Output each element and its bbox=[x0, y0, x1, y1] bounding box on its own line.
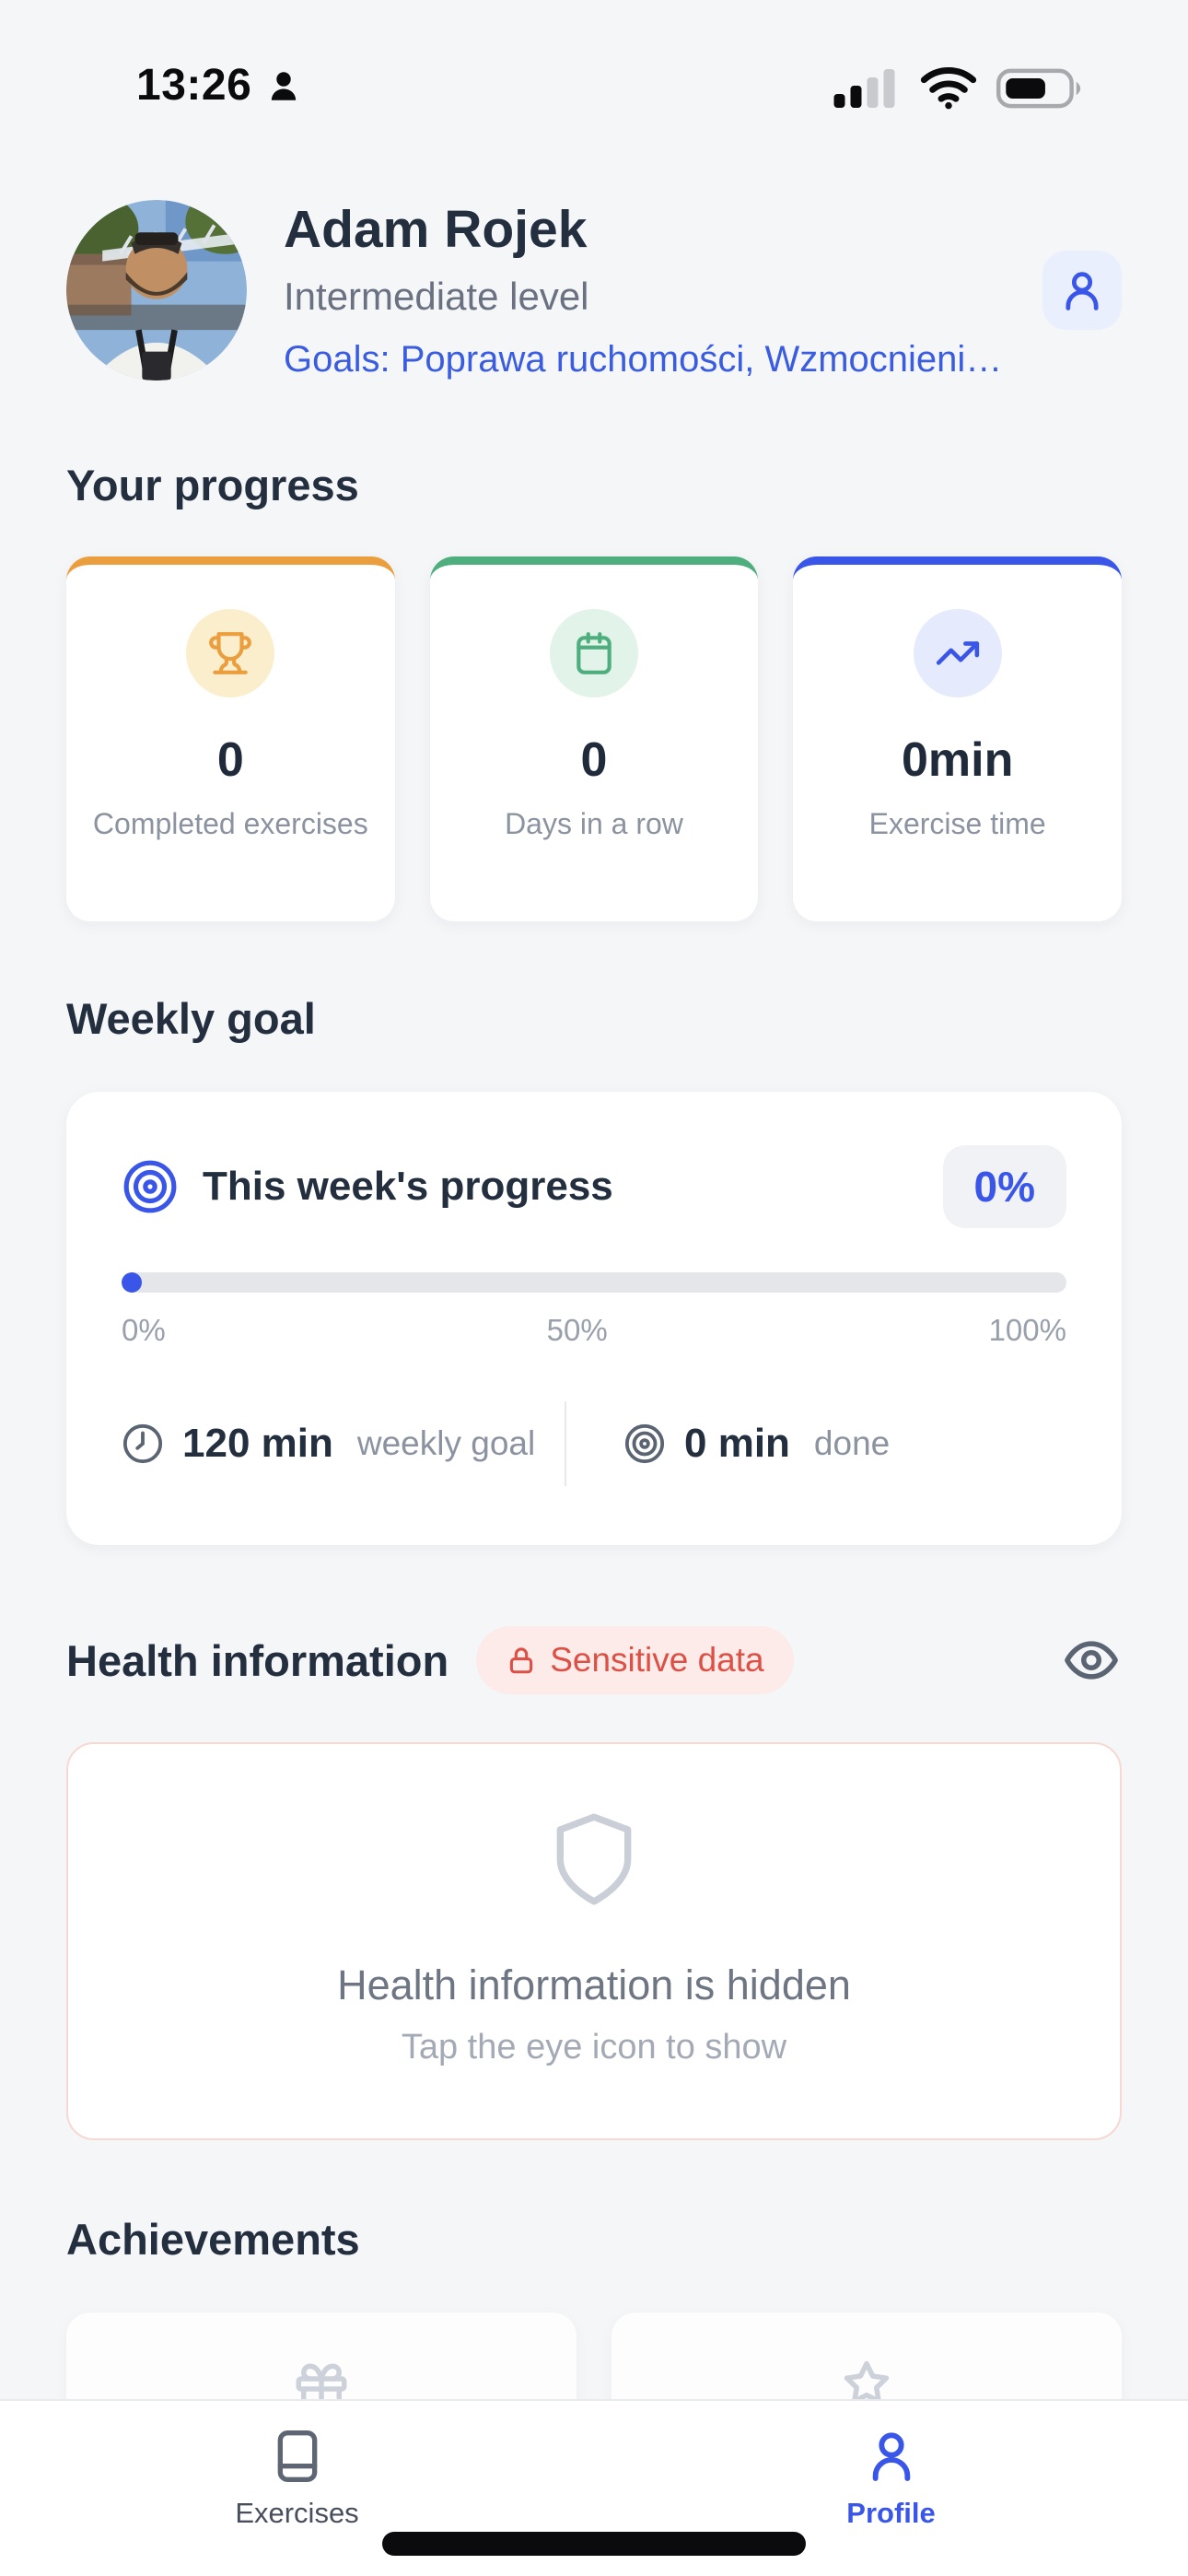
stat-card-completed: 0 Completed exercises bbox=[66, 556, 395, 921]
weekly-goal-card: This week's progress 0% 0% 50% 100% 120 … bbox=[66, 1092, 1122, 1545]
health-hidden-subtitle: Tap the eye icon to show bbox=[401, 2028, 787, 2067]
profile-name: Adam Rojek bbox=[284, 200, 588, 259]
toggle-health-visibility-button[interactable] bbox=[1061, 1630, 1122, 1691]
lock-icon bbox=[506, 1645, 537, 1676]
stat-value: 0min bbox=[901, 733, 1014, 787]
calendar-icon bbox=[571, 630, 617, 676]
home-indicator[interactable] bbox=[382, 2532, 806, 2556]
scale-0: 0% bbox=[122, 1313, 166, 1347]
progress-stats: 0 Completed exercises 0 Days in a row bbox=[66, 556, 1122, 921]
book-icon bbox=[268, 2427, 327, 2486]
weekly-goal-title: Weekly goal bbox=[66, 994, 316, 1043]
target-icon-small bbox=[623, 1423, 666, 1465]
tab-profile-label: Profile bbox=[846, 2497, 936, 2529]
stat-label: Days in a row bbox=[505, 807, 683, 840]
user-icon bbox=[1058, 266, 1106, 314]
done-label: done bbox=[813, 1424, 891, 1462]
tab-exercises-label: Exercises bbox=[235, 2497, 359, 2529]
profile-level: Intermediate level bbox=[284, 275, 589, 318]
scale-100: 100% bbox=[988, 1313, 1066, 1347]
profile-header: Adam Rojek Intermediate level Goals: Pop… bbox=[66, 199, 1122, 381]
goal-minutes: 120 min bbox=[182, 1421, 333, 1466]
health-hidden-card: Health information is hidden Tap the eye… bbox=[66, 1742, 1122, 2140]
progress-scale: 0% 50% 100% bbox=[122, 1313, 1066, 1348]
achievements-title: Achievements bbox=[66, 2215, 360, 2264]
profile-goals-link[interactable]: Goals: Poprawa ruchomości, Wzmocnienie..… bbox=[284, 339, 1006, 380]
stat-card-streak: 0 Days in a row bbox=[429, 556, 759, 921]
tab-exercises[interactable]: Exercises bbox=[0, 2401, 594, 2576]
trophy-icon bbox=[207, 630, 253, 676]
goal-label: weekly goal bbox=[356, 1424, 536, 1462]
edit-profile-button[interactable] bbox=[1042, 250, 1122, 330]
stat-label: Completed exercises bbox=[92, 807, 368, 840]
weekly-progress-bar bbox=[122, 1272, 1066, 1293]
stat-value: 0 bbox=[216, 733, 244, 787]
award-icon bbox=[836, 2359, 897, 2576]
health-hidden-title: Health information is hidden bbox=[337, 1961, 851, 2008]
clock-icon bbox=[122, 1423, 164, 1465]
cellular-signal-icon bbox=[831, 66, 901, 111]
focus-person-icon bbox=[264, 66, 303, 105]
scale-50: 50% bbox=[546, 1313, 608, 1347]
your-progress-title: Your progress bbox=[66, 461, 359, 509]
status-time: 13:26 bbox=[136, 61, 252, 110]
weekly-card-title: This week's progress bbox=[203, 1164, 613, 1209]
trending-up-icon bbox=[935, 630, 981, 676]
eye-icon bbox=[1061, 1630, 1122, 1691]
weekly-goal-stat: 120 min weekly goal bbox=[122, 1421, 565, 1467]
sensitive-data-label: Sensitive data bbox=[550, 1641, 764, 1679]
weekly-progress-fill bbox=[122, 1272, 142, 1293]
shield-icon bbox=[543, 1805, 645, 1914]
wifi-icon bbox=[919, 66, 978, 111]
target-icon bbox=[122, 1158, 179, 1215]
avatar bbox=[66, 199, 247, 381]
tab-profile[interactable]: Profile bbox=[594, 2401, 1188, 2576]
status-bar: 13:26 bbox=[0, 0, 1188, 118]
sensitive-data-badge: Sensitive data bbox=[476, 1626, 794, 1694]
health-title: Health information bbox=[66, 1635, 449, 1685]
divider bbox=[565, 1401, 566, 1486]
stat-card-time: 0min Exercise time bbox=[793, 556, 1122, 921]
battery-icon bbox=[996, 66, 1089, 111]
stat-label: Exercise time bbox=[868, 807, 1046, 840]
stat-value: 0 bbox=[580, 733, 608, 787]
user-icon bbox=[862, 2427, 921, 2486]
weekly-done-stat: 0 min done bbox=[566, 1421, 1066, 1467]
weekly-percent-badge: 0% bbox=[942, 1145, 1066, 1228]
done-minutes: 0 min bbox=[684, 1421, 790, 1466]
